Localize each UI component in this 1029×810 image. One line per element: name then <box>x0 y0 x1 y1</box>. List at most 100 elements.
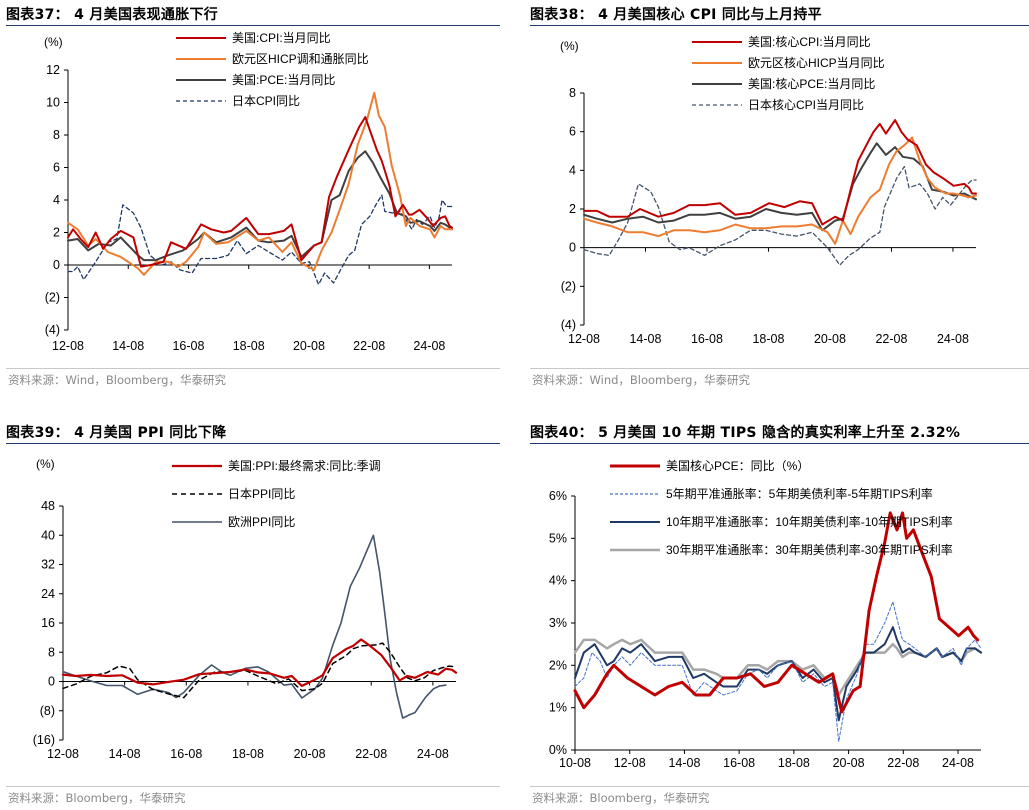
y-tick-label: 2 <box>53 226 60 240</box>
y-tick-label: 40 <box>41 528 55 542</box>
chart-panel-40: 图表40： 5 月美国 10 年期 TIPS 隐含的真实利率上升至 2.32% … <box>524 418 1029 810</box>
x-tick-label: 18-08 <box>233 339 265 353</box>
legend-label: 美国核心PCE：同比（%） <box>666 459 809 473</box>
chart-panel-37: 图表37： 4 月美国表现通胀下行 (%) (4) (2) 0 2 4 6 8 10 12 12-0… <box>0 0 500 395</box>
y-tick-label: 8 <box>53 128 60 142</box>
chart-svg: 0% 1% 2% 3% 4% 5% 6% 10-08 12-08 14-08 16-08 18-08 2… <box>549 459 983 770</box>
x-tick-label: 24-08 <box>417 747 449 761</box>
chart-svg: (%) (16) (8) 0 8 16 24 32 40 48 12-08 14-08 16-08 18-… <box>33 457 458 761</box>
y-tick-label: 2% <box>549 658 567 672</box>
legend-label: 10年期平准通胀率：10年期美债利率-10年期TIPS利率 <box>666 514 953 529</box>
x-tick-label: 20-08 <box>833 756 865 770</box>
chart-panel-39: 图表39： 4 月美国 PPI 同比下降 (%) (16) (8) 0 8 16 24 32 4… <box>0 418 500 810</box>
series-line <box>583 119 977 226</box>
y-tick-label: 16 <box>41 616 55 630</box>
y-tick-label: 6 <box>569 125 576 139</box>
x-tick-label: 14-08 <box>629 332 661 346</box>
chart-svg: (%) (4) (2) 0 2 4 6 8 10 12 12-08 14-08 16-08 18-08 20… <box>44 31 453 353</box>
y-axis-label: (%) <box>44 35 63 49</box>
x-tick-label: 24-08 <box>413 339 445 353</box>
x-tick-label: 18-08 <box>778 756 810 770</box>
legend-label: 日本核心CPI当月同比 <box>748 98 864 112</box>
y-tick-label: 8 <box>48 645 55 659</box>
x-tick-label: 16-08 <box>170 747 202 761</box>
y-tick-label: 32 <box>41 558 55 572</box>
title-rule <box>6 25 500 26</box>
chart-title: 图表39： 4 月美国 PPI 同比下降 <box>6 425 227 441</box>
legend-label: 欧洲PPI同比 <box>228 515 295 529</box>
series-line <box>62 534 447 719</box>
x-tick-label: 22-08 <box>355 747 387 761</box>
y-tick-label: (4) <box>561 318 576 332</box>
y-tick-label: 3% <box>549 616 567 630</box>
title-rule <box>6 443 500 444</box>
x-tick-label: 16-08 <box>172 339 204 353</box>
legend-label: 欧元区核心HICP当月同比 <box>748 56 885 70</box>
title-rule <box>530 443 1029 444</box>
series-line <box>67 150 453 262</box>
legend-label: 美国:PCE:当月同比 <box>232 73 335 87</box>
y-tick-label: (4) <box>45 323 60 337</box>
series-line <box>583 165 977 266</box>
x-tick-label: 24-08 <box>942 756 974 770</box>
chart-source: 资料来源：Wind，Bloomberg，华泰研究 <box>532 373 750 387</box>
y-tick-label: 2 <box>569 202 576 216</box>
x-tick-label: 10-08 <box>559 756 591 770</box>
title-rule <box>530 25 1029 26</box>
y-tick-label: 10 <box>46 96 60 110</box>
source-rule <box>6 368 500 369</box>
x-tick-label: 24-08 <box>937 332 969 346</box>
chart-svg: (%) (4) (2) 0 2 4 6 8 12-08 14-08 16-08 18-08 20-08 2… <box>560 35 977 346</box>
series-line <box>67 91 453 276</box>
x-tick-label: 16-08 <box>723 756 755 770</box>
source-rule <box>530 786 1029 787</box>
y-tick-label: 0 <box>569 241 576 255</box>
x-tick-label: 14-08 <box>112 339 144 353</box>
y-tick-label: 8 <box>569 86 576 100</box>
y-tick-label: 5% <box>549 531 567 545</box>
x-tick-label: 12-08 <box>47 747 79 761</box>
chart-panel-38: 图表38： 4 月美国核心 CPI 同比与上月持平 (%) (4) (2) 0 2 4 6 8… <box>524 0 1029 395</box>
chart-title: 图表37： 4 月美国表现通胀下行 <box>6 7 219 23</box>
chart-source: 资料来源：Bloomberg，华泰研究 <box>8 791 186 805</box>
legend-label: 30年期平准通胀率：30年期美债利率-30年期TIPS利率 <box>666 542 953 557</box>
y-tick-label: 4% <box>549 574 567 588</box>
source-rule <box>530 368 1029 369</box>
y-tick-label: 4 <box>53 193 60 207</box>
y-tick-label: (2) <box>561 279 576 293</box>
y-tick-label: (16) <box>33 733 55 747</box>
y-tick-label: (2) <box>45 291 60 305</box>
y-tick-label: 12 <box>46 63 60 77</box>
series-line <box>67 116 453 268</box>
legend-label: 日本CPI同比 <box>232 94 300 108</box>
y-tick-label: 48 <box>41 499 55 513</box>
legend-label: 美国:PPI:最终需求:同比:季调 <box>228 458 381 473</box>
series-line <box>583 136 977 245</box>
x-tick-label: 16-08 <box>691 332 723 346</box>
y-tick-label: 6 <box>53 161 60 175</box>
y-axis-label: (%) <box>36 457 55 471</box>
series-line <box>62 642 457 699</box>
legend-label: 日本PPI同比 <box>228 487 295 501</box>
x-tick-label: 12-08 <box>52 339 84 353</box>
y-tick-label: 1% <box>549 701 567 715</box>
legend-label: 美国:核心CPI:当月同比 <box>748 35 871 49</box>
x-tick-label: 20-08 <box>294 747 326 761</box>
y-tick-label: 0% <box>549 743 567 757</box>
x-tick-label: 22-08 <box>353 339 385 353</box>
chart-title: 图表38： 4 月美国核心 CPI 同比与上月持平 <box>530 7 822 23</box>
x-tick-label: 12-08 <box>614 756 646 770</box>
y-tick-label: 0 <box>53 258 60 272</box>
y-tick-label: 6% <box>549 489 567 503</box>
series-line <box>574 601 982 742</box>
source-rule <box>6 786 500 787</box>
y-tick-label: 0 <box>48 675 55 689</box>
x-tick-label: 14-08 <box>668 756 700 770</box>
x-tick-label: 22-08 <box>875 332 907 346</box>
y-tick-label: 4 <box>569 163 576 177</box>
x-tick-label: 20-08 <box>293 339 325 353</box>
series-line <box>573 511 980 714</box>
series-line <box>61 638 458 687</box>
x-tick-label: 18-08 <box>232 747 264 761</box>
x-tick-label: 14-08 <box>109 747 141 761</box>
